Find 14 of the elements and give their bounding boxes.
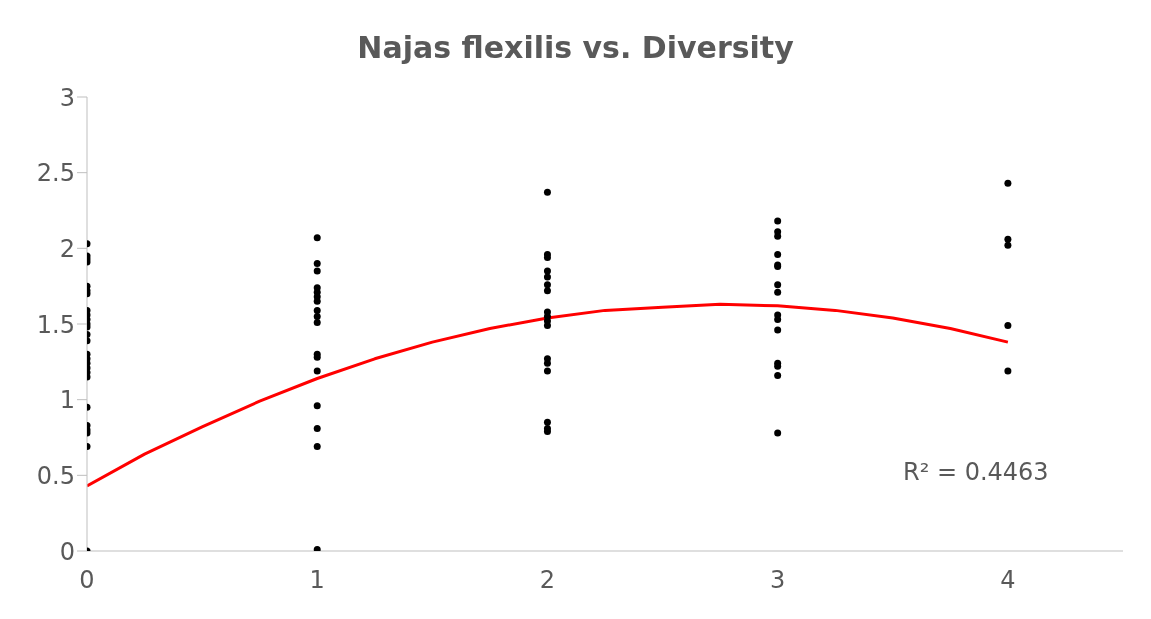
y-tick-label: 2.5 <box>36 159 75 188</box>
x-tick-label: 3 <box>770 566 786 595</box>
x-tick-label: 2 <box>539 566 556 595</box>
y-tick-label: 0 <box>59 537 75 566</box>
x-tick-label: 1 <box>309 566 325 595</box>
y-tick-label: 1.5 <box>36 310 75 339</box>
x-tick-label: 4 <box>1000 566 1016 595</box>
x-tick-label: 0 <box>79 566 95 595</box>
y-tick-label: 0.5 <box>36 461 75 490</box>
y-tick-label: 1 <box>59 386 75 415</box>
y-tick-label: 3 <box>59 83 75 112</box>
annotation: R² = 0.4463 <box>903 458 1049 486</box>
chart-title: Najas flexilis vs. Diversity <box>356 30 795 65</box>
y-tick-label: 2 <box>59 234 75 263</box>
